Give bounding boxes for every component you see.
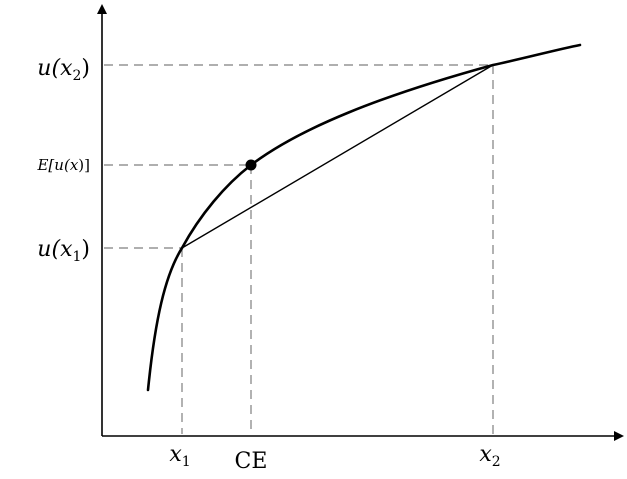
- utility-curve: [148, 45, 580, 390]
- label-ce: CE: [235, 449, 268, 474]
- label-expected-utility: E[u(x)]: [36, 156, 90, 174]
- label-u-x2: u(x2): [37, 56, 90, 84]
- guide-lines: [104, 65, 493, 434]
- chord-line: [182, 65, 493, 248]
- label-u-x1: u(x1): [37, 237, 90, 265]
- label-x2: x2: [479, 442, 500, 470]
- label-x1: x1: [169, 442, 190, 470]
- expected-utility-point: [246, 160, 257, 171]
